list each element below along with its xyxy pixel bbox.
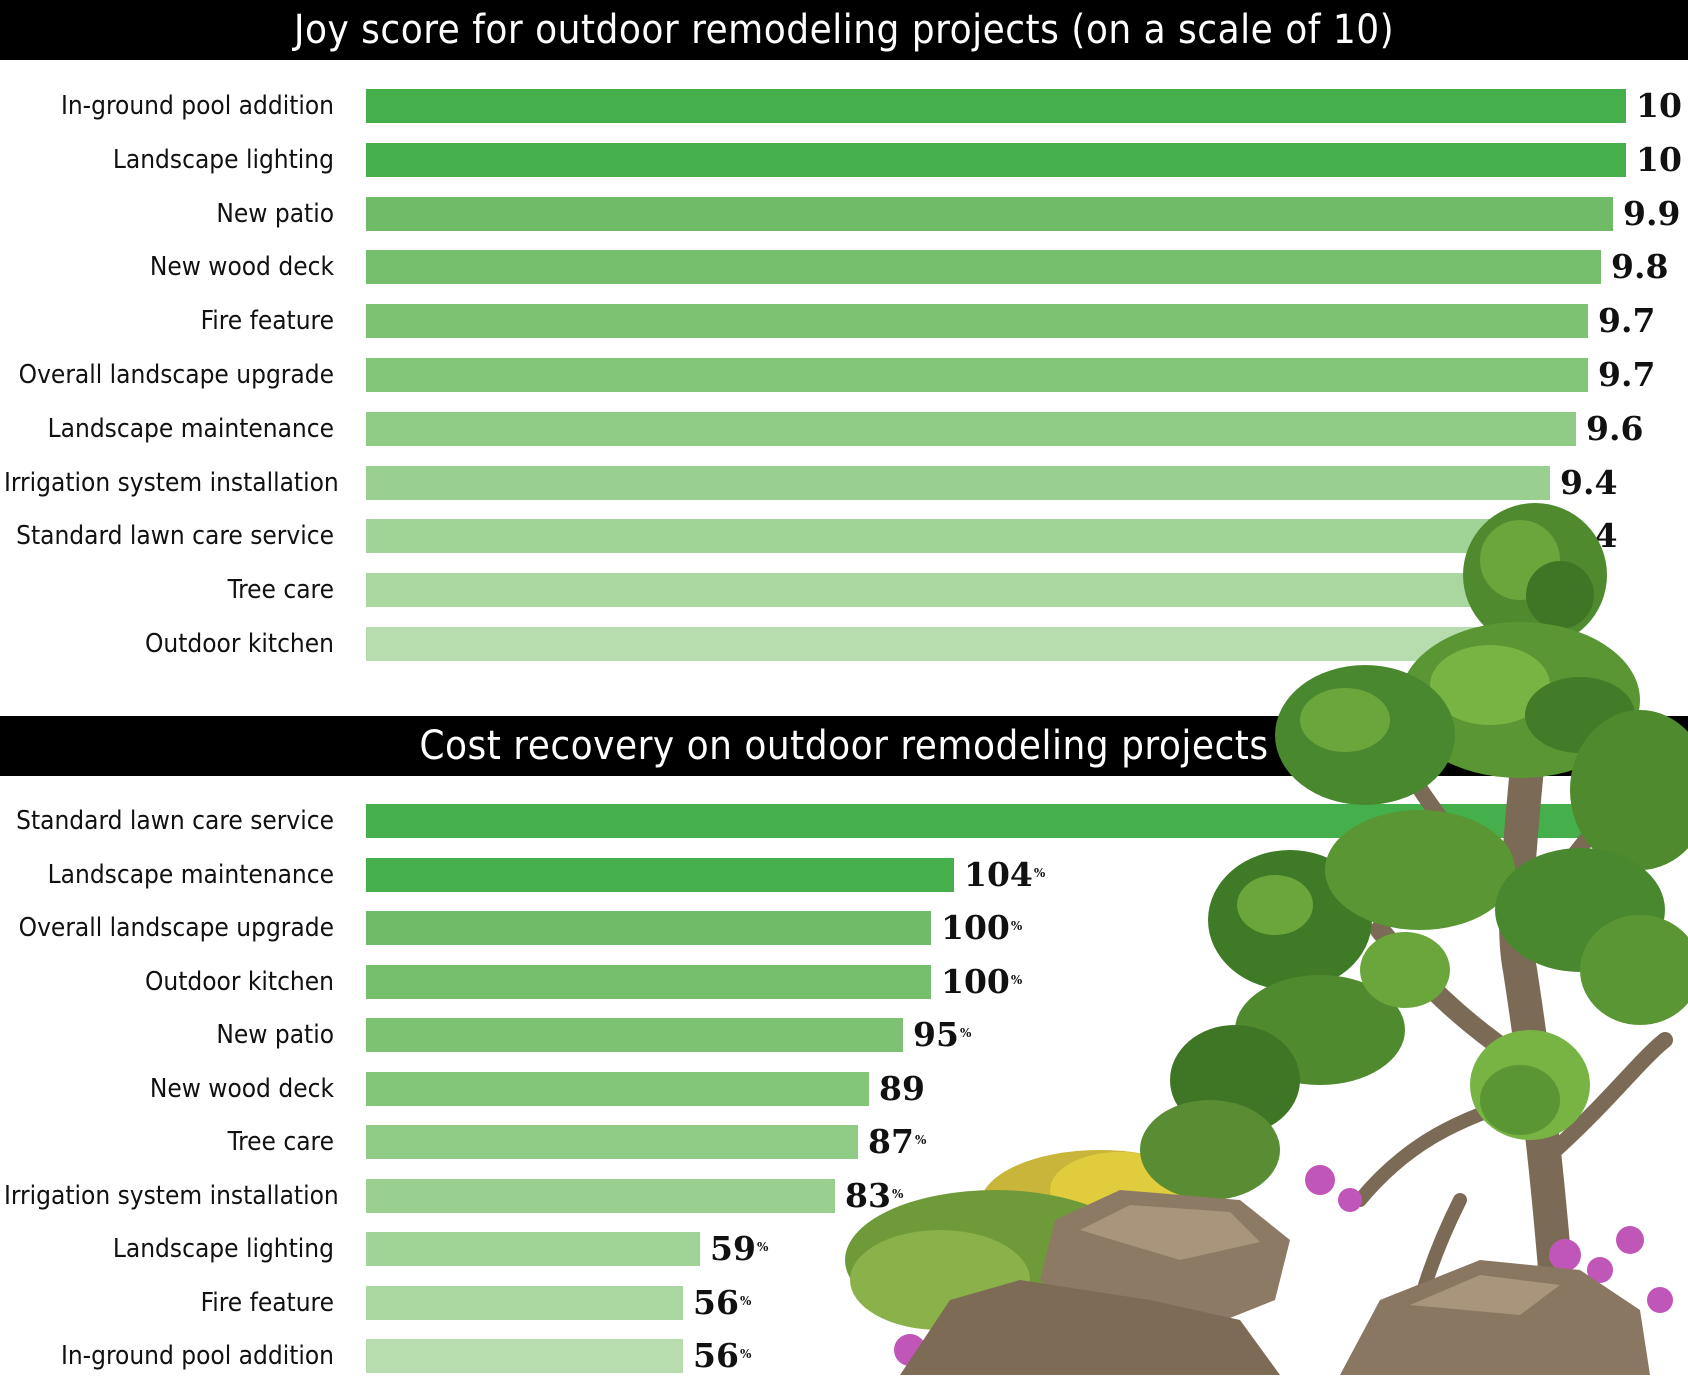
- joy-category-label-irrigation-system-installation: Irrigation system installation: [4, 468, 339, 498]
- value-number: 83: [845, 1176, 891, 1215]
- percent-sign: %: [1010, 973, 1023, 987]
- value-number: 9.4: [1560, 463, 1618, 502]
- cost-category-label-landscape-lighting: Landscape lighting: [112, 1234, 334, 1264]
- cost-category-label-landscape-maintenance: Landscape maintenance: [47, 860, 334, 890]
- joy-bar-fire-feature: [366, 304, 1588, 338]
- cost-category-label-standard-lawn-care-service: Standard lawn care service: [16, 806, 334, 836]
- cost-value-label-tree-care: 87%: [868, 1125, 926, 1159]
- cost-value-label-new-patio: 95%: [913, 1018, 971, 1052]
- joy-value-label-landscape-lighting: 10: [1636, 143, 1682, 177]
- cost-bar-in-ground-pool-addition: [366, 1339, 683, 1373]
- joy-bar-in-ground-pool-addition: [366, 89, 1626, 123]
- joy-category-label-new-wood-deck: New wood deck: [149, 252, 334, 282]
- value-number: 104: [964, 855, 1033, 894]
- value-number: 100: [941, 962, 1010, 1001]
- value-number: 56: [693, 1283, 739, 1322]
- joy-category-label-outdoor-kitchen: Outdoor kitchen: [144, 629, 334, 659]
- joy-category-label-in-ground-pool-addition: In-ground pool addition: [60, 91, 334, 121]
- percent-sign: %: [959, 1026, 972, 1040]
- joy-bar-standard-lawn-care-service: [366, 519, 1550, 553]
- joy-bar-landscape-lighting: [366, 143, 1626, 177]
- cost-category-label-in-ground-pool-addition: In-ground pool addition: [60, 1341, 334, 1371]
- value-number: 10: [1636, 86, 1682, 125]
- cost-value-label-outdoor-kitchen: 100%: [941, 965, 1022, 999]
- joy-bar-new-patio: [366, 197, 1613, 231]
- cost-category-label-irrigation-system-installation: Irrigation system installation: [4, 1181, 339, 1211]
- cost-category-label-new-patio: New patio: [216, 1020, 334, 1050]
- value-number: 56: [693, 1336, 739, 1375]
- cost-category-label-new-wood-deck: New wood deck: [149, 1074, 334, 1104]
- joy-category-label-landscape-maintenance: Landscape maintenance: [47, 414, 334, 444]
- topiary-foliage: [1170, 503, 1688, 1140]
- joy-category-label-new-patio: New patio: [216, 199, 334, 229]
- joy-bar-outdoor-kitchen: [366, 627, 1500, 661]
- value-number: 95: [913, 1015, 959, 1054]
- joy-value-label-landscape-maintenance: 9.6: [1586, 412, 1643, 446]
- percent-sign: %: [1010, 919, 1023, 933]
- joy-category-label-standard-lawn-care-service: Standard lawn care service: [16, 521, 334, 551]
- cost-value-label-landscape-maintenance: 104%: [964, 858, 1045, 892]
- cost-category-label-tree-care: Tree care: [227, 1127, 334, 1157]
- percent-sign: %: [891, 1187, 904, 1201]
- value-number: 59: [710, 1229, 756, 1268]
- value-number: 9.6: [1586, 409, 1644, 448]
- percent-sign: %: [1033, 866, 1046, 880]
- joy-category-label-tree-care: Tree care: [227, 575, 334, 605]
- joy-value-label-fire-feature: 9.7: [1598, 304, 1655, 338]
- cost-value-label-landscape-lighting: 59%: [710, 1232, 768, 1266]
- joy-bar-overall-landscape-upgrade: [366, 358, 1588, 392]
- value-number: 9.8: [1611, 247, 1669, 286]
- joy-bar-landscape-maintenance: [366, 412, 1576, 446]
- percent-sign: %: [756, 1240, 769, 1254]
- percent-sign: %: [914, 1133, 927, 1147]
- joy-value-label-irrigation-system-installation: 9.4: [1560, 466, 1617, 500]
- joy-score-title-bar: Joy score for outdoor remodeling project…: [0, 0, 1688, 60]
- cost-bar-outdoor-kitchen: [366, 965, 931, 999]
- value-number: 9.7: [1598, 301, 1656, 340]
- value-number: 89: [879, 1069, 925, 1108]
- joy-value-label-overall-landscape-upgrade: 9.7: [1598, 358, 1655, 392]
- cost-bar-new-wood-deck: [366, 1072, 869, 1106]
- cost-value-label-new-wood-deck: 89: [879, 1072, 925, 1106]
- cost-category-label-fire-feature: Fire feature: [200, 1288, 334, 1318]
- cost-bar-landscape-maintenance: [366, 858, 954, 892]
- cost-category-label-overall-landscape-upgrade: Overall landscape upgrade: [18, 913, 334, 943]
- garden-illustration: [845, 503, 1688, 1375]
- cost-bar-tree-care: [366, 1125, 858, 1159]
- value-number: 87: [868, 1122, 914, 1161]
- cost-bar-irrigation-system-installation: [366, 1179, 835, 1213]
- cost-bar-fire-feature: [366, 1286, 683, 1320]
- cost-category-label-outdoor-kitchen: Outdoor kitchen: [144, 967, 334, 997]
- joy-category-label-landscape-lighting: Landscape lighting: [112, 145, 334, 175]
- joy-category-label-fire-feature: Fire feature: [200, 306, 334, 336]
- value-number: 100: [941, 908, 1010, 947]
- rocks: [900, 1190, 1650, 1375]
- percent-sign: %: [739, 1347, 752, 1361]
- cost-bar-overall-landscape-upgrade: [366, 911, 931, 945]
- cost-recovery-title: Cost recovery on outdoor remodeling proj…: [419, 723, 1269, 769]
- joy-bar-new-wood-deck: [366, 250, 1601, 284]
- cost-value-label-in-ground-pool-addition: 56%: [693, 1339, 751, 1373]
- value-number: 9.7: [1598, 355, 1656, 394]
- joy-value-label-in-ground-pool-addition: 10: [1636, 89, 1682, 123]
- value-number: 9.9: [1623, 194, 1681, 233]
- cost-value-label-overall-landscape-upgrade: 100%: [941, 911, 1022, 945]
- cost-value-label-irrigation-system-installation: 83%: [845, 1179, 903, 1213]
- cost-value-label-fire-feature: 56%: [693, 1286, 751, 1320]
- joy-value-label-new-wood-deck: 9.8: [1611, 250, 1668, 284]
- percent-sign: %: [739, 1294, 752, 1308]
- cost-bar-landscape-lighting: [366, 1232, 700, 1266]
- joy-category-label-overall-landscape-upgrade: Overall landscape upgrade: [18, 360, 334, 390]
- joy-bar-tree-care: [366, 573, 1538, 607]
- cost-bar-new-patio: [366, 1018, 903, 1052]
- joy-bar-irrigation-system-installation: [366, 466, 1550, 500]
- value-number: 10: [1636, 140, 1682, 179]
- joy-value-label-new-patio: 9.9: [1623, 197, 1680, 231]
- joy-score-title: Joy score for outdoor remodeling project…: [293, 7, 1395, 53]
